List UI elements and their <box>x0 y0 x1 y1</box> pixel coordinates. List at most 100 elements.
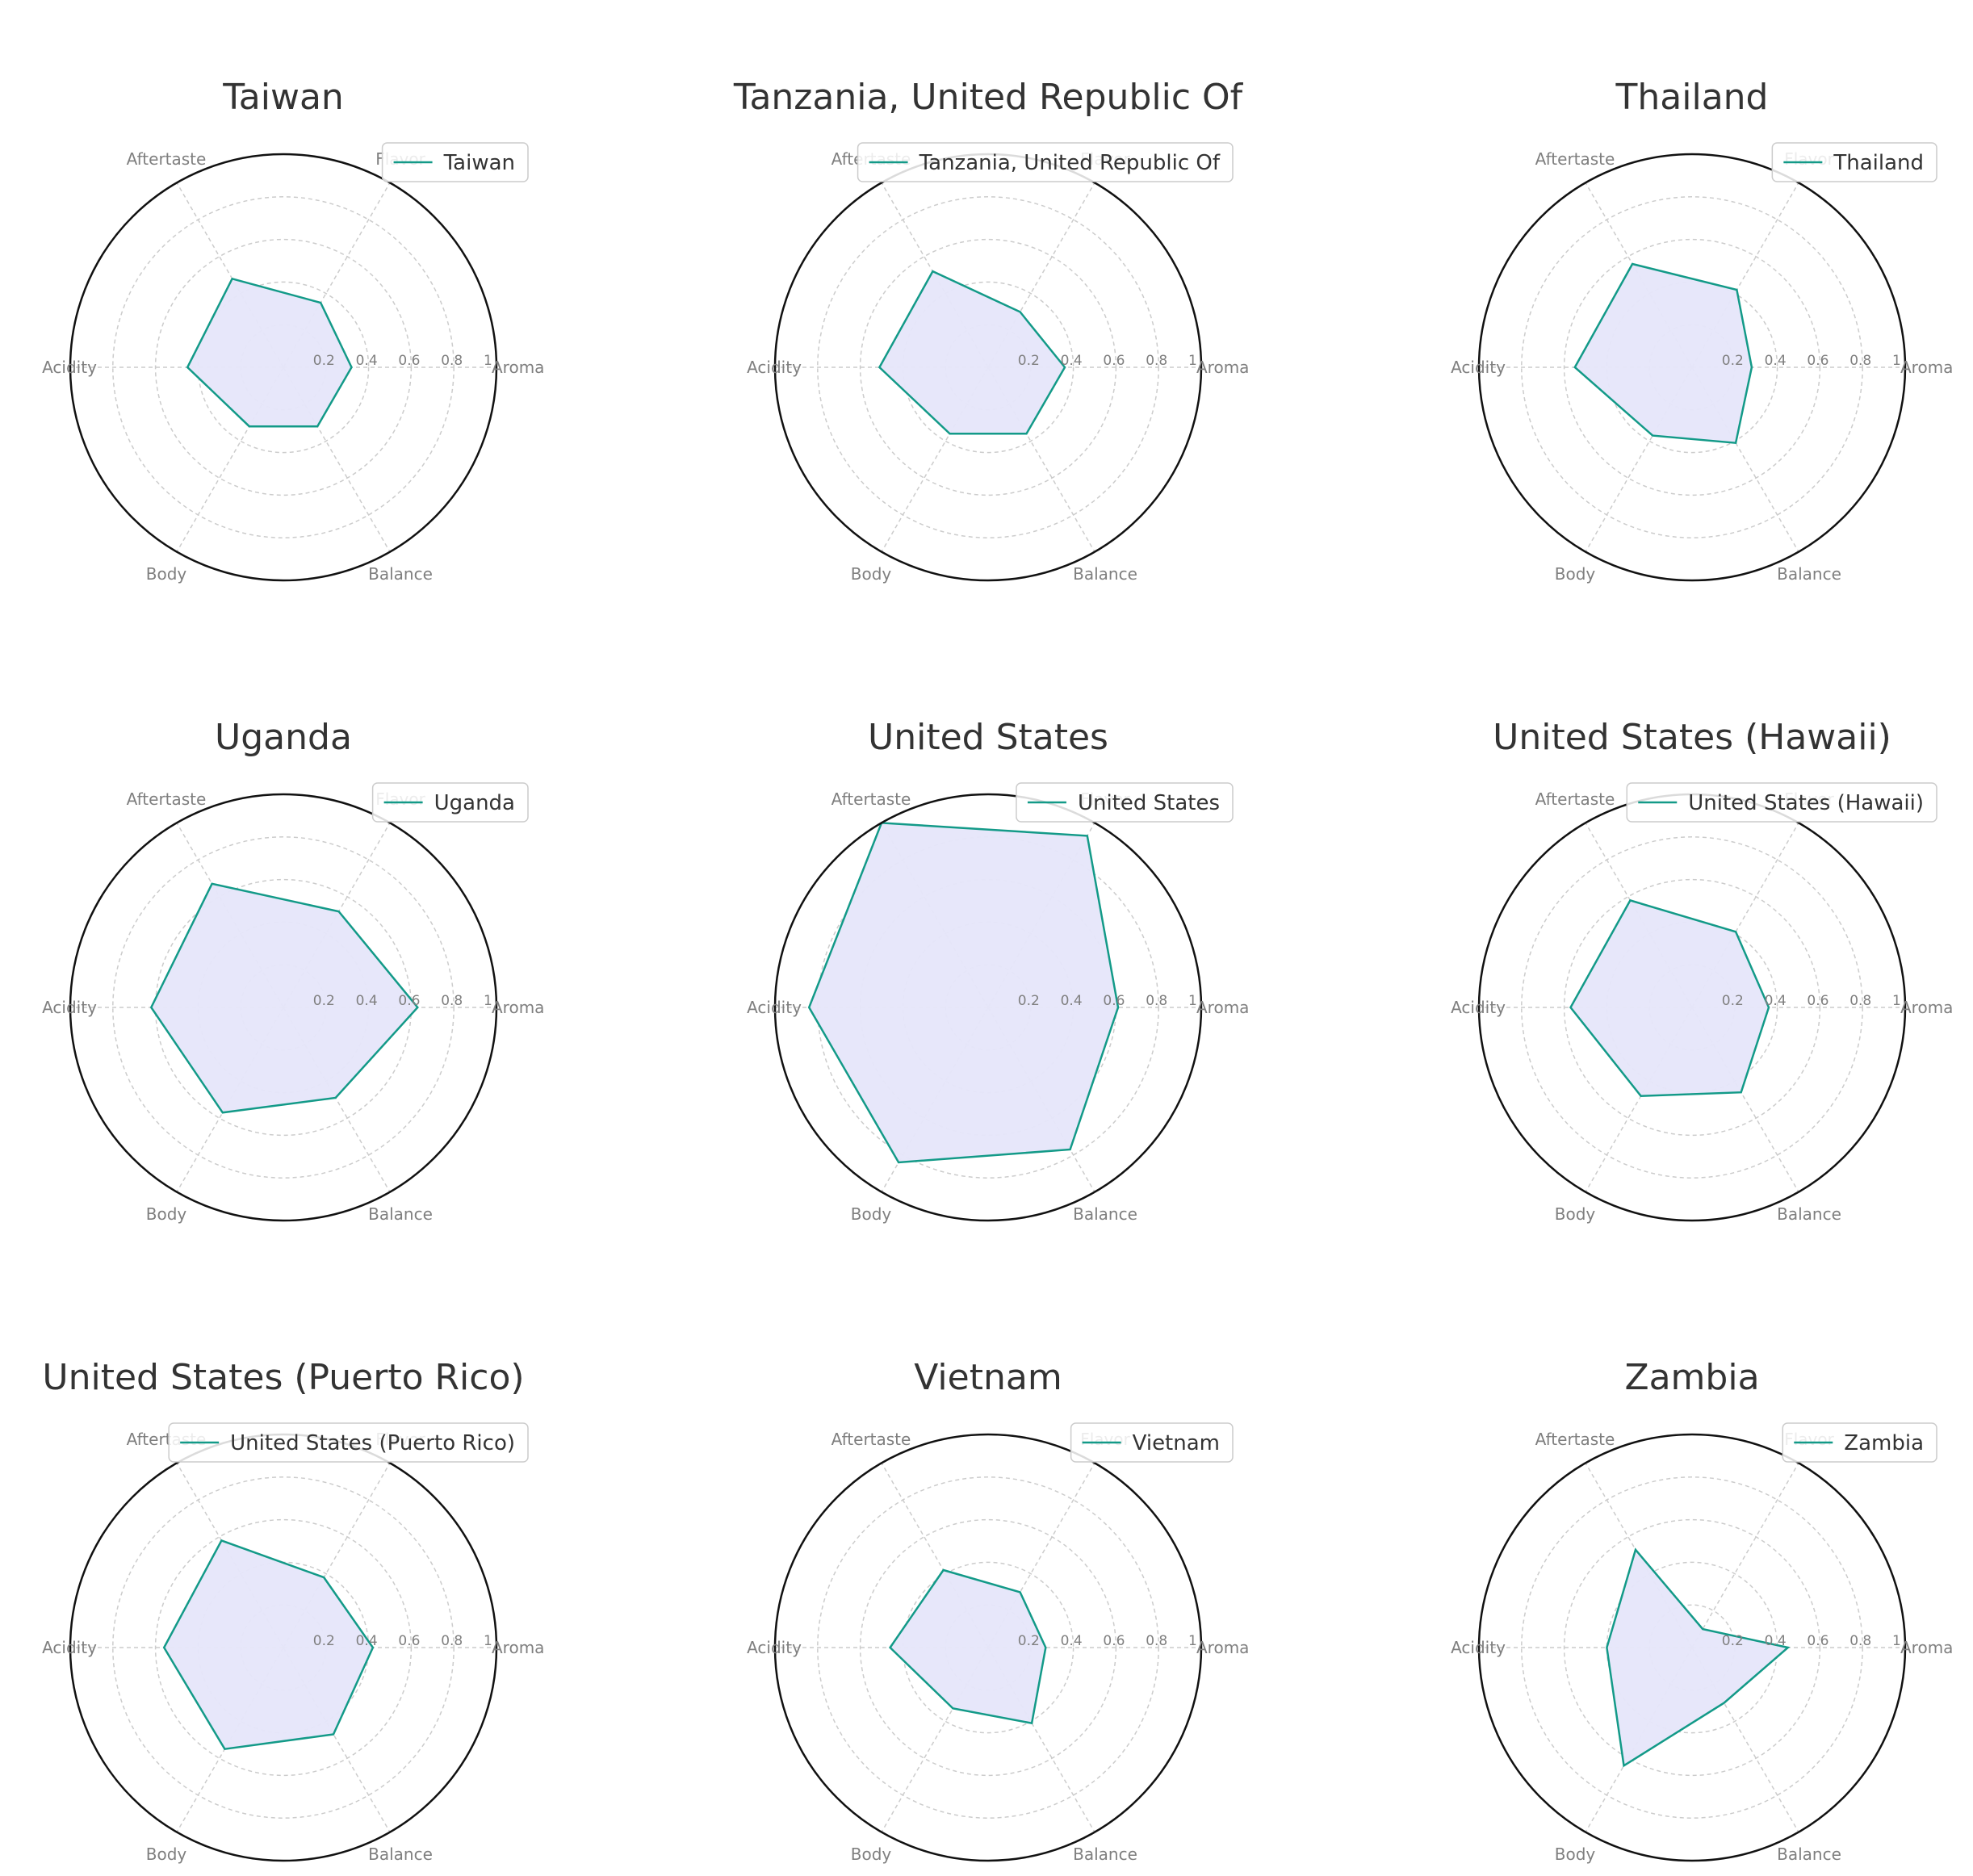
axis-label-aftertaste: Aftertaste <box>127 789 207 809</box>
legend: United States (Hawaii) <box>1626 782 1937 823</box>
legend-box <box>371 782 529 823</box>
r-tick-label: 0.8 <box>1146 1633 1167 1649</box>
grid-spoke <box>283 182 391 368</box>
legend-box <box>1782 1422 1937 1463</box>
legend: Vietnam <box>1070 1422 1234 1463</box>
axis-label-body: Body <box>146 1845 187 1864</box>
axis-label-aroma: Aroma <box>1900 1638 1953 1657</box>
legend-label: Vietnam <box>1133 1431 1220 1455</box>
r-tick-label: 0.2 <box>1018 353 1040 369</box>
legend: Zambia <box>1782 1422 1937 1463</box>
grid-spoke <box>176 1647 284 1833</box>
r-tick-label: 0.2 <box>313 1633 335 1649</box>
axis-label-acidity: Acidity <box>747 1638 802 1657</box>
radar-panel-tanzania-united-republic-of: 0.20.40.60.81AromaFlavorAftertasteAcidit… <box>733 77 1250 584</box>
axis-label-body: Body <box>1555 564 1596 584</box>
radar-panel-thailand: 0.20.40.60.81AromaFlavorAftertasteAcidit… <box>1451 77 1953 584</box>
axis-label-body: Body <box>1555 1845 1596 1864</box>
axis-label-balance: Balance <box>1073 564 1137 584</box>
r-tick-label: 1 <box>1188 353 1197 369</box>
grid-spoke <box>283 1007 391 1193</box>
grid-spoke <box>176 1007 284 1193</box>
panel-title: Thailand <box>1615 77 1769 118</box>
legend: Tanzania, United Republic Of <box>857 142 1234 182</box>
r-tick-label: 0.4 <box>356 993 378 1009</box>
legend-box <box>857 142 1234 182</box>
series-line <box>162 1539 375 1751</box>
r-tick-label: 0.8 <box>1849 1633 1871 1649</box>
legend: United States (Puerto Rico) <box>168 1422 529 1463</box>
grid-ring <box>1563 1518 1821 1777</box>
axis-label-acidity: Acidity <box>1451 1638 1506 1657</box>
radar-panel-united-states-hawaii: 0.20.40.60.81AromaFlavorAftertasteAcidit… <box>1451 717 1953 1224</box>
grid-spoke <box>176 822 284 1008</box>
grid-ring <box>859 1518 1117 1777</box>
grid-spoke <box>1585 1007 1693 1193</box>
r-tick-label: 0.6 <box>1103 993 1125 1009</box>
series-line <box>1606 1547 1791 1768</box>
r-tick-label: 0.2 <box>1018 1633 1040 1649</box>
grid-spoke <box>1585 366 1693 553</box>
axis-label-acidity: Acidity <box>42 1638 97 1657</box>
series-area <box>151 883 418 1113</box>
series-line <box>878 270 1066 435</box>
r-tick-label: 0.6 <box>1807 993 1828 1009</box>
axis-label-aroma: Aroma <box>492 358 544 377</box>
r-tick-label: 0.6 <box>398 993 420 1009</box>
outer-ring <box>1477 1433 1907 1862</box>
r-tick-label: 0.8 <box>1849 993 1871 1009</box>
grid-spoke <box>881 1647 989 1833</box>
grid-spoke <box>283 1462 391 1648</box>
r-tick-label: 1 <box>1188 993 1197 1009</box>
r-tick-label: 0.6 <box>1103 1633 1125 1649</box>
outer-ring <box>1477 153 1907 582</box>
r-tick-label: 0.4 <box>1061 353 1083 369</box>
series-area <box>1574 264 1752 443</box>
r-tick-label: 0.4 <box>1061 993 1083 1009</box>
axis-label-acidity: Acidity <box>1451 998 1506 1017</box>
r-tick-label: 0.8 <box>1146 353 1167 369</box>
r-tick-label: 0.8 <box>1849 353 1871 369</box>
axis-label-body: Body <box>851 1204 892 1224</box>
axis-label-aroma: Aroma <box>1196 358 1249 377</box>
r-tick-label: 0.6 <box>1807 1633 1828 1649</box>
grid-ring <box>197 281 370 454</box>
r-tick-label: 0.2 <box>1722 1633 1744 1649</box>
panel-title: United States <box>868 717 1108 758</box>
panel-title: United States (Puerto Rico) <box>42 1357 524 1398</box>
series-line <box>1573 262 1753 445</box>
grid-spoke <box>881 182 989 368</box>
legend-label: Thailand <box>1833 151 1924 175</box>
r-tick-label: 0.4 <box>1765 353 1787 369</box>
r-tick-label: 1 <box>484 1633 492 1649</box>
grid-spoke <box>1585 1462 1693 1648</box>
r-tick-label: 0.4 <box>1765 1633 1787 1649</box>
axis-label-balance: Balance <box>368 564 433 584</box>
axis-label-balance: Balance <box>368 1845 433 1864</box>
grid-spoke <box>283 366 391 553</box>
outer-ring <box>69 153 498 582</box>
r-tick-label: 0.6 <box>1103 353 1125 369</box>
panel-title: Uganda <box>215 717 352 758</box>
axis-label-balance: Balance <box>1073 1845 1137 1864</box>
axis-label-aroma: Aroma <box>1900 358 1953 377</box>
legend-label: United States (Puerto Rico) <box>230 1431 515 1455</box>
panel-title: Zambia <box>1624 1357 1759 1398</box>
panel-title: Tanzania, United Republic Of <box>733 77 1244 118</box>
grid-spoke <box>1691 1647 1799 1833</box>
r-tick-label: 0.2 <box>1018 993 1040 1009</box>
legend-label: Tanzania, United Republic Of <box>919 151 1221 175</box>
r-tick-label: 1 <box>1892 993 1901 1009</box>
grid-ring <box>1563 238 1821 496</box>
axis-label-body: Body <box>851 1845 892 1864</box>
grid-spoke <box>987 182 1095 368</box>
axis-label-aroma: Aroma <box>1196 1638 1249 1657</box>
grid-spoke <box>1691 1007 1799 1193</box>
r-tick-label: 0.8 <box>441 1633 463 1649</box>
legend-box <box>1016 782 1234 823</box>
grid-ring <box>902 281 1074 454</box>
panel-title: Taiwan <box>222 77 344 118</box>
axis-label-balance: Balance <box>1777 1204 1841 1224</box>
outer-ring <box>773 793 1203 1222</box>
